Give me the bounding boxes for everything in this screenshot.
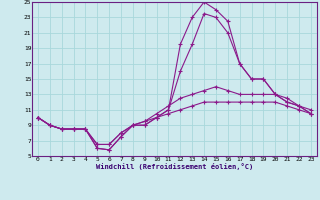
X-axis label: Windchill (Refroidissement éolien,°C): Windchill (Refroidissement éolien,°C) <box>96 163 253 170</box>
